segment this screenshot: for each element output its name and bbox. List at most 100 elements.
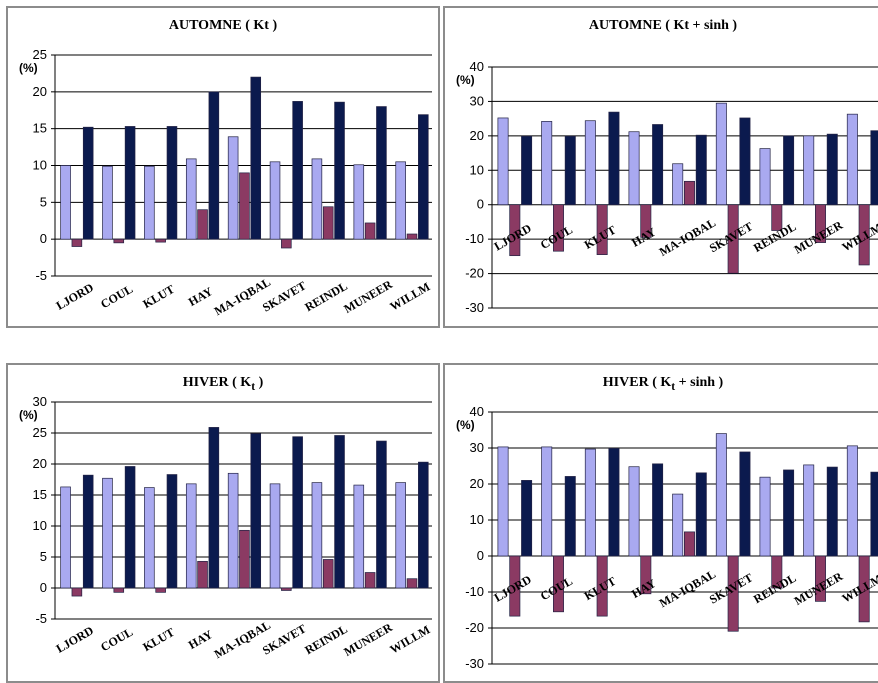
bar	[497, 117, 509, 206]
y-axis-unit: (%)	[19, 408, 38, 422]
category-label: REINDL	[302, 622, 349, 657]
category-label: WILLM	[387, 622, 432, 656]
bar	[608, 111, 620, 206]
bar	[846, 113, 858, 206]
y-tick-label: -20	[465, 266, 484, 281]
y-tick-label: -10	[465, 584, 484, 599]
bar	[564, 135, 576, 206]
bar	[418, 114, 429, 240]
bar	[628, 131, 640, 206]
bar	[541, 121, 553, 206]
category-label: MA-IQBAL	[212, 275, 273, 318]
bar	[418, 461, 429, 589]
bar	[858, 555, 870, 623]
bar	[60, 486, 71, 589]
bar	[695, 472, 707, 557]
category-label: MA-IQBAL	[657, 216, 718, 259]
y-tick-label: 25	[33, 47, 47, 62]
category-label: COUL	[98, 625, 135, 654]
bar	[652, 124, 664, 206]
bar	[239, 172, 250, 240]
category-label: KLUT	[140, 625, 176, 654]
y-tick-label: -30	[465, 656, 484, 671]
category-label: LJORD	[54, 280, 97, 313]
bar	[406, 578, 418, 589]
chart-panel-automne-kt-sinh: AUTOMNE ( Kt + sinh ) 40 30 20 10 0 -10 -20 -30…	[443, 6, 878, 328]
bar	[521, 480, 533, 557]
bar	[727, 204, 739, 274]
y-tick-label: 20	[33, 84, 47, 99]
bar	[155, 587, 166, 593]
y-tick-label: 0	[477, 548, 484, 563]
bar	[124, 466, 136, 589]
bar	[71, 238, 83, 247]
category-label: MA-IQBAL	[212, 618, 273, 661]
bar	[553, 204, 564, 252]
bar	[553, 555, 564, 613]
bar	[759, 476, 771, 557]
bar	[521, 135, 533, 206]
y-tick-label: 20	[33, 456, 47, 471]
bar	[269, 483, 281, 589]
bar	[185, 483, 197, 589]
y-tick-label: 15	[33, 121, 47, 136]
chart-plot: 30 25 20 15 10 5 0 -5 (%) LJORD COUL KLUT HAYMA-IQBA…	[19, 394, 432, 661]
bar	[783, 135, 795, 206]
y-tick-label: 15	[33, 487, 47, 502]
bar	[509, 555, 521, 617]
bar	[695, 134, 707, 206]
bar	[197, 560, 208, 589]
bar	[608, 448, 620, 557]
bar	[353, 484, 365, 589]
y-tick-label: 30	[470, 440, 484, 455]
bar	[281, 587, 292, 591]
bar	[584, 120, 596, 206]
chart-panel-automne-kt: AUTOMNE ( Kt ) 25 20 15 10 5 0 -5 (%) LJORD COUL K…	[6, 6, 440, 328]
bar	[60, 165, 71, 240]
bar	[82, 126, 94, 240]
y-tick-label: -10	[465, 231, 484, 246]
bar	[771, 555, 783, 589]
category-label: MUNEER	[341, 620, 394, 659]
bar	[815, 204, 826, 243]
bar	[124, 126, 136, 240]
bar	[227, 136, 239, 240]
chart-title: AUTOMNE ( Kt )	[168, 18, 278, 33]
y-tick-label: -30	[465, 300, 484, 315]
bar	[759, 148, 771, 206]
bar	[144, 487, 155, 589]
y-tick-label: 5	[40, 549, 47, 564]
chart-title: AUTOMNE ( Kt + sinh )	[588, 18, 738, 33]
chart-title: HIVER ( Kt )	[182, 375, 264, 393]
y-tick-label: 0	[40, 231, 47, 246]
bar	[596, 204, 608, 255]
category-label: COUL	[98, 282, 135, 311]
bar	[113, 238, 125, 244]
y-tick-label: 0	[40, 580, 47, 595]
y-tick-label: 5	[40, 194, 47, 209]
bar	[826, 466, 838, 557]
bar	[395, 161, 406, 240]
category-label: HAY	[629, 225, 658, 250]
bar	[208, 427, 220, 589]
bar	[509, 204, 521, 257]
y-tick-label: 25	[33, 425, 47, 440]
y-axis-unit: (%)	[19, 61, 38, 75]
bar	[227, 472, 239, 589]
y-tick-label: 20	[470, 476, 484, 491]
bar	[311, 158, 323, 240]
y-tick-label: 0	[477, 197, 484, 212]
y-tick-label: 40	[470, 404, 484, 419]
bar	[783, 469, 795, 557]
bar	[727, 555, 739, 632]
bar	[364, 572, 376, 589]
y-tick-label: 40	[470, 59, 484, 74]
bar	[672, 163, 684, 206]
bar	[870, 471, 878, 557]
bar	[185, 158, 197, 240]
bar	[640, 555, 652, 595]
